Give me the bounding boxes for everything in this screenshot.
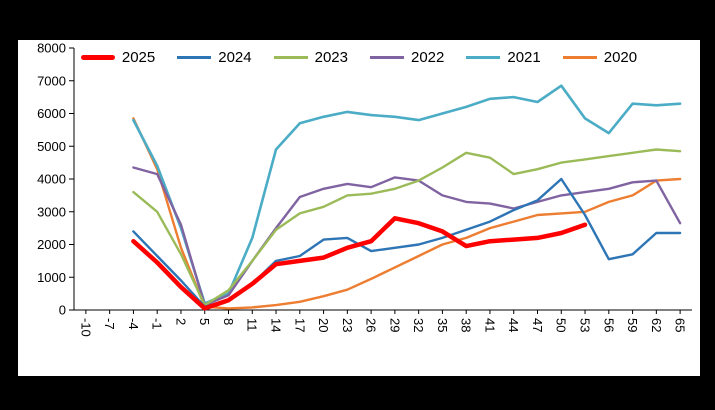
x-tick-label: 62	[649, 318, 664, 332]
series-line-2020	[132, 117, 682, 310]
x-tick-label: 2	[173, 318, 188, 325]
y-tick-label: 0	[59, 303, 66, 318]
chart-frame: 2025 2024 2023 2022 2021 2020 0 1000 2000 3000 40…	[18, 40, 700, 376]
x-tick-label: 65	[673, 318, 688, 332]
series-line-2021	[132, 84, 682, 305]
x-tick-label: 14	[268, 318, 283, 332]
series-line-2023	[132, 148, 682, 307]
x-tick-label: 53	[577, 318, 592, 332]
series-line-2022	[132, 166, 682, 307]
x-tick-label: 50	[554, 318, 569, 332]
x-tick-label: 38	[459, 318, 474, 332]
y-tick-label: 3000	[37, 204, 66, 219]
x-tick-label: 44	[506, 318, 521, 332]
x-tick-label: 23	[340, 318, 355, 332]
x-tick-label: -7	[102, 318, 117, 330]
x-tick-label: 41	[482, 318, 497, 332]
series-line-2025	[131, 216, 588, 311]
y-tick-label: 5000	[37, 139, 66, 154]
y-tick-label: 1000	[37, 270, 66, 285]
x-tick-label: 5	[197, 318, 212, 325]
x-tick-label: 17	[292, 318, 307, 332]
y-tick-label: 2000	[37, 237, 66, 252]
x-tick-label: 29	[387, 318, 402, 332]
x-tick-label: 35	[435, 318, 450, 332]
x-tick-label: 59	[625, 318, 640, 332]
line-chart-plot: 0 1000 2000 3000 4000 5000 6000 7000 8000 -10 -7 -4…	[37, 41, 692, 337]
x-tick-label: 56	[601, 318, 616, 332]
y-tick-label: 7000	[37, 73, 66, 88]
x-tick-label: 26	[364, 318, 379, 332]
x-tick-label: 47	[530, 318, 545, 332]
x-tick-label: 8	[221, 318, 236, 325]
y-tick-label: 6000	[37, 106, 66, 121]
x-tick-label: 32	[411, 318, 426, 332]
series-line-2024	[132, 177, 682, 308]
y-tick-label: 8000	[37, 41, 66, 56]
x-tick-label: -10	[78, 318, 93, 337]
x-tick-label: 11	[245, 318, 260, 332]
x-tick-label: -4	[126, 318, 141, 330]
x-tick-label: -1	[150, 318, 165, 330]
x-tick-label: 20	[316, 318, 331, 332]
y-tick-label: 4000	[37, 172, 66, 187]
